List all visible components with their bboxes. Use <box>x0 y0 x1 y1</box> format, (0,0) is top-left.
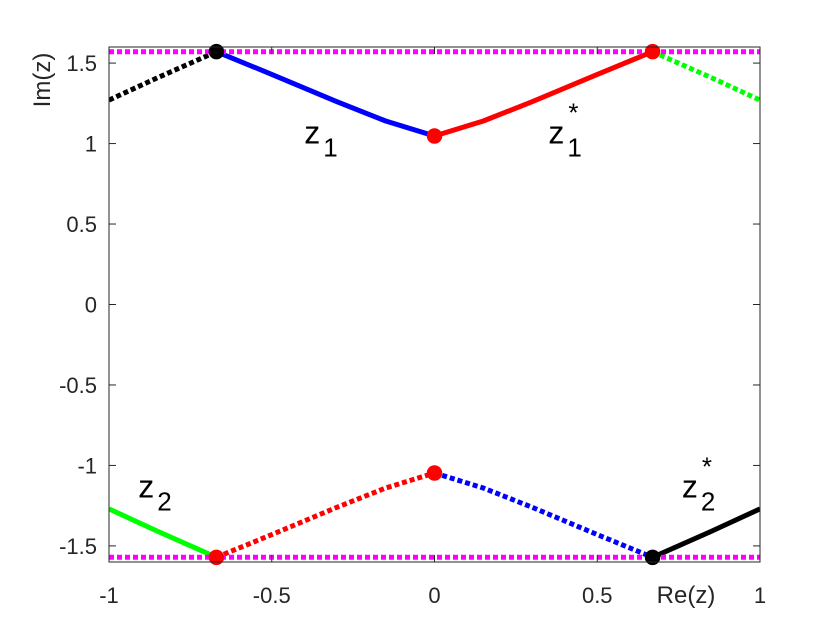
x-tick-label: 0 <box>428 583 440 608</box>
y-axis-label: Im(z) <box>29 53 56 108</box>
x-tick-label: 1 <box>754 583 766 608</box>
x-tick-label: -1 <box>99 583 119 608</box>
series-line-4 <box>109 506 218 560</box>
y-tick-label: -0.5 <box>59 373 97 398</box>
y-tick-label: 0.5 <box>66 212 97 237</box>
y-tick-label: 0 <box>85 293 97 318</box>
point-marker-1 <box>426 465 443 481</box>
y-tick-label: 1.5 <box>66 51 97 76</box>
series-line-6 <box>433 470 654 560</box>
annotation-star-3: * <box>702 452 712 482</box>
series-line-3 <box>651 49 760 103</box>
series-line-5 <box>215 470 436 560</box>
x-axis-label: Re(z) <box>657 582 716 609</box>
tick-layer: -1 -0.5 0 0.5 1-1.5-1-0.500.511.5 <box>59 47 766 608</box>
y-tick-label: -1 <box>77 453 97 478</box>
point-marker-3 <box>644 43 661 60</box>
series-line-1 <box>433 49 654 139</box>
series-line-2 <box>109 49 218 103</box>
plot-area <box>109 47 760 562</box>
series-line-0 <box>215 49 436 139</box>
point-marker-0 <box>426 128 443 144</box>
series-line-7 <box>651 506 760 560</box>
annotation-layer: z 1 z 1*z 2 z 2* <box>138 98 715 517</box>
annotation-star-1: * <box>568 98 578 128</box>
x-tick-label: 0.5 <box>582 583 613 608</box>
y-tick-label: -1.5 <box>59 534 97 559</box>
point-marker-4 <box>208 549 225 566</box>
marker-layer <box>208 43 661 566</box>
point-marker-2 <box>208 43 225 60</box>
x-tick-label: -0.5 <box>253 583 291 608</box>
y-tick-label: 1 <box>85 132 97 157</box>
point-marker-5 <box>644 549 661 566</box>
